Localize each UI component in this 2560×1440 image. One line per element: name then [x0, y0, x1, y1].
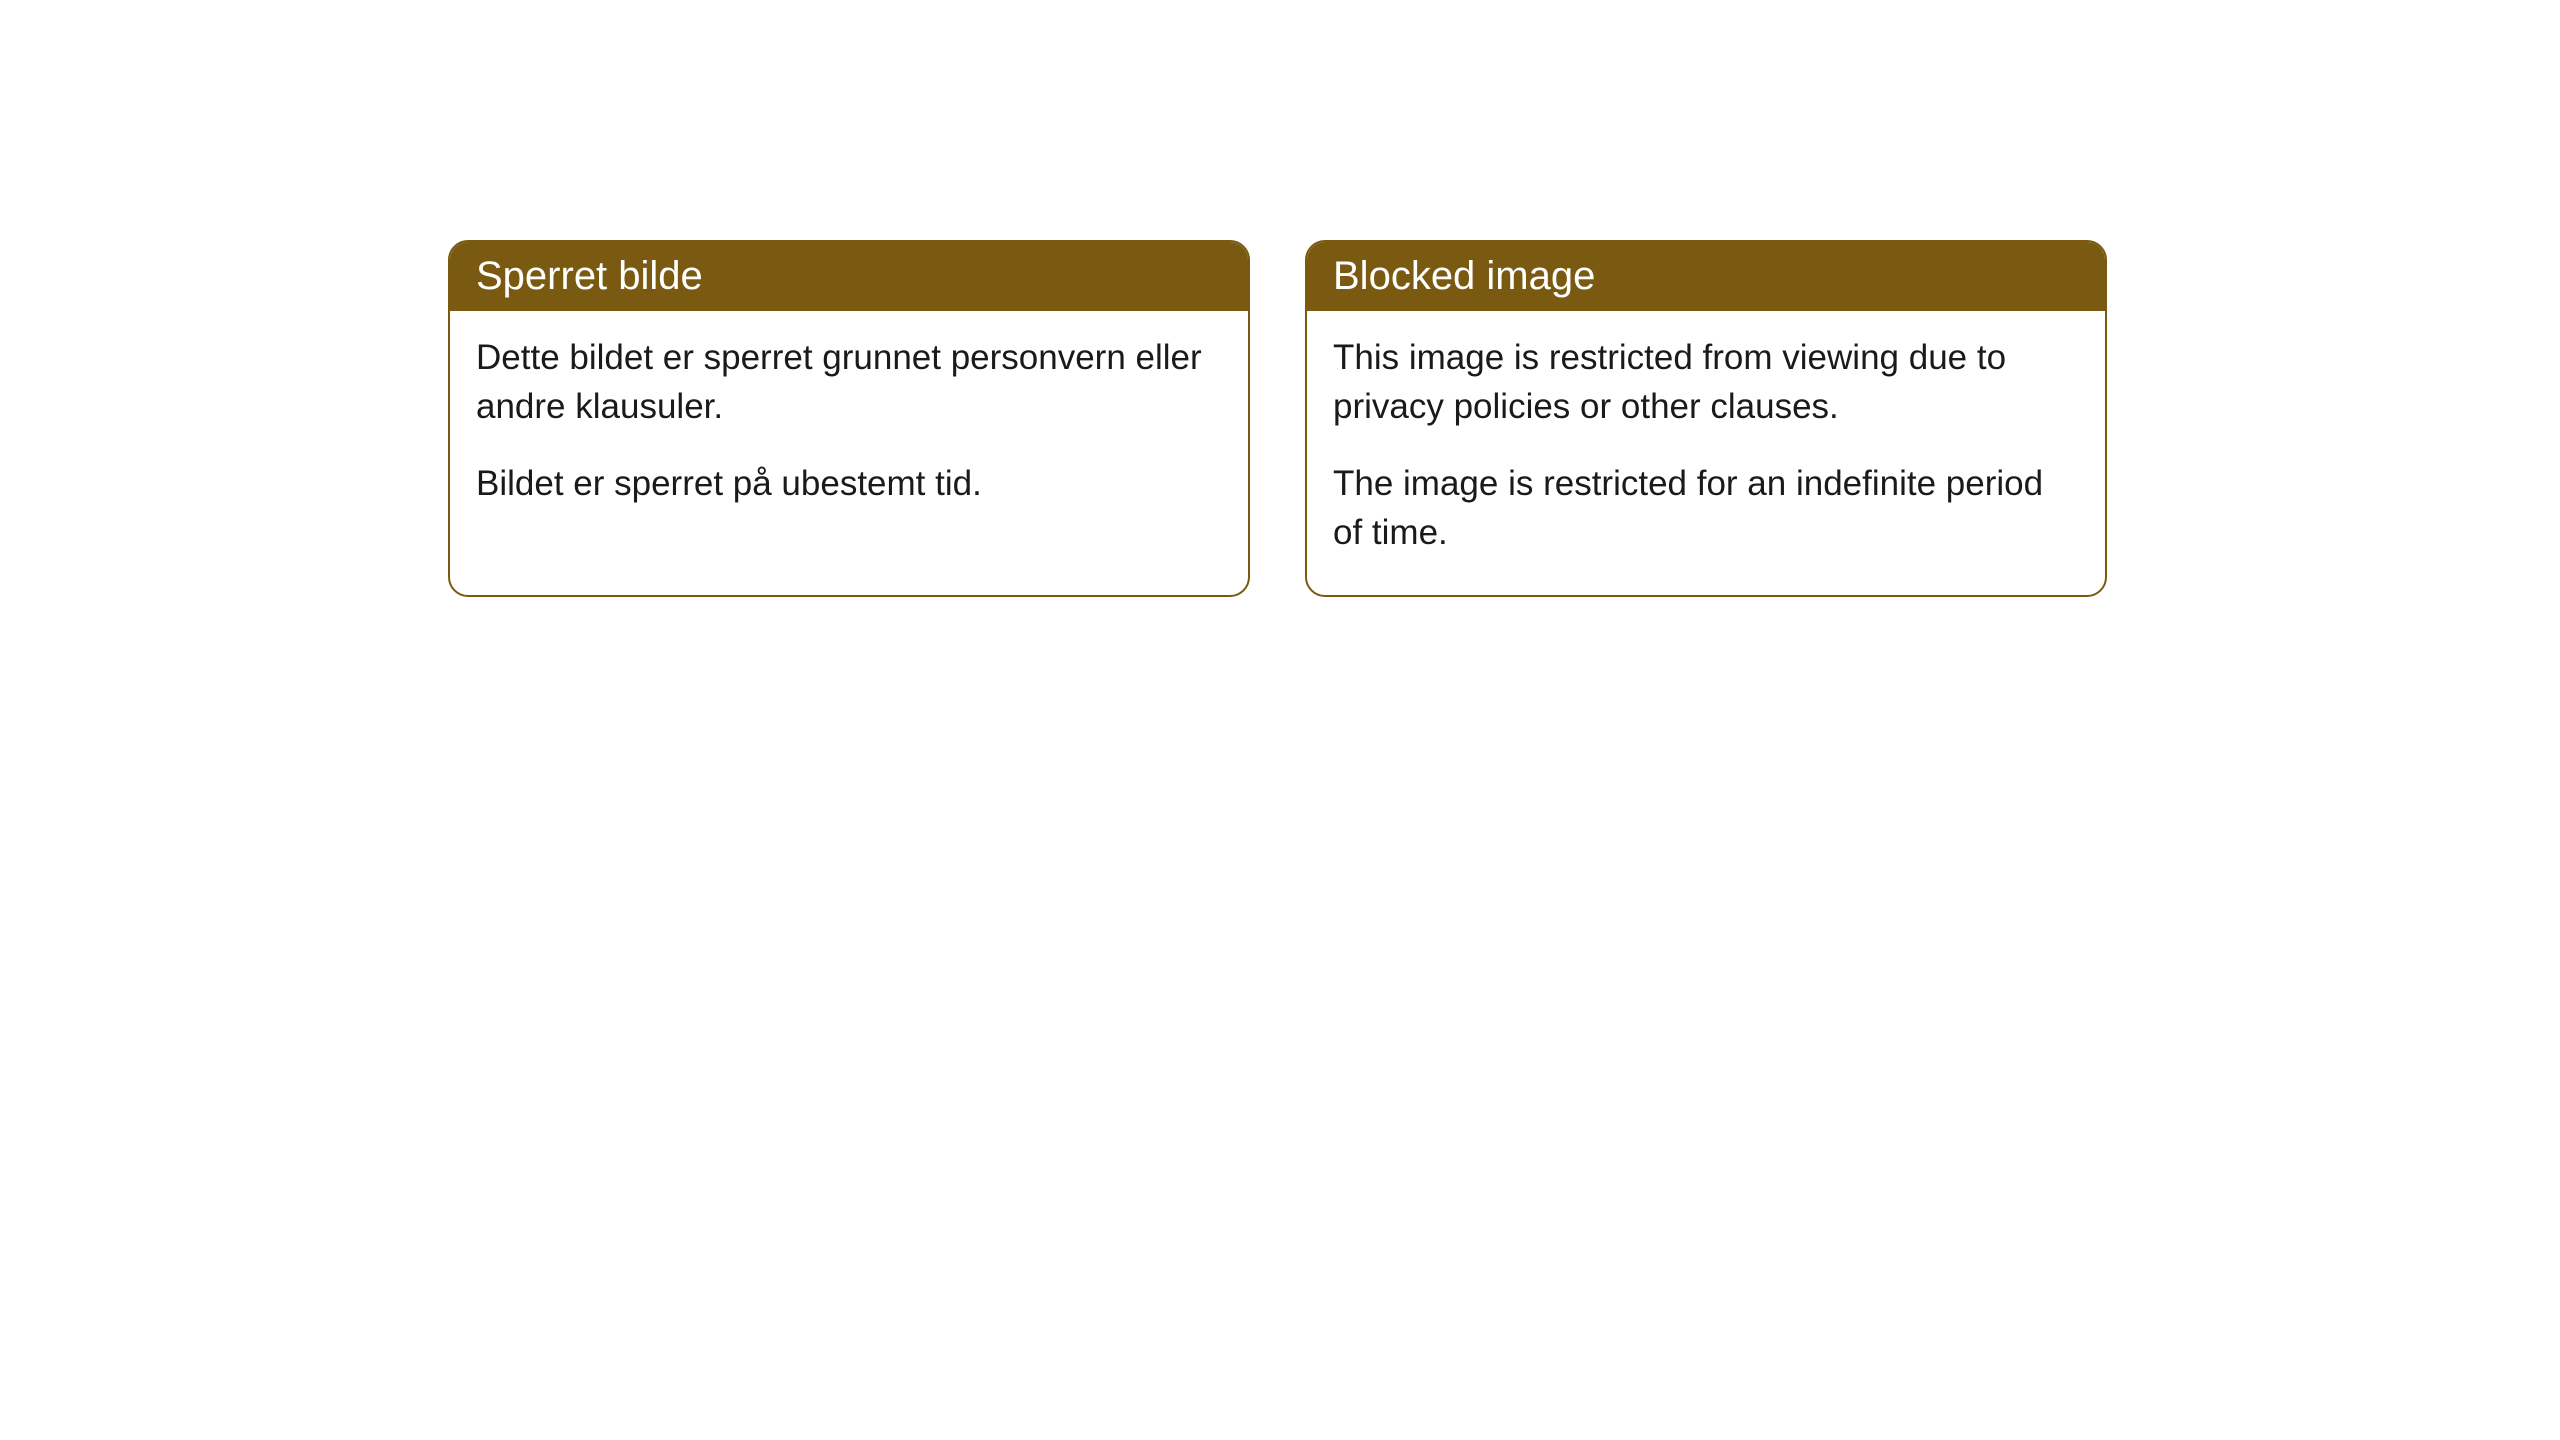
card-paragraph: The image is restricted for an indefinit…: [1333, 459, 2079, 557]
card-body: Dette bildet er sperret grunnet personve…: [450, 311, 1248, 546]
card-paragraph: Bildet er sperret på ubestemt tid.: [476, 459, 1222, 508]
card-header: Blocked image: [1307, 242, 2105, 311]
blocked-image-card-english: Blocked image This image is restricted f…: [1305, 240, 2107, 597]
card-title: Sperret bilde: [476, 254, 703, 298]
blocked-image-card-norwegian: Sperret bilde Dette bildet er sperret gr…: [448, 240, 1250, 597]
card-paragraph: Dette bildet er sperret grunnet personve…: [476, 333, 1222, 431]
card-body: This image is restricted from viewing du…: [1307, 311, 2105, 595]
notice-cards-container: Sperret bilde Dette bildet er sperret gr…: [448, 240, 2107, 597]
card-header: Sperret bilde: [450, 242, 1248, 311]
card-title: Blocked image: [1333, 254, 1595, 298]
card-paragraph: This image is restricted from viewing du…: [1333, 333, 2079, 431]
